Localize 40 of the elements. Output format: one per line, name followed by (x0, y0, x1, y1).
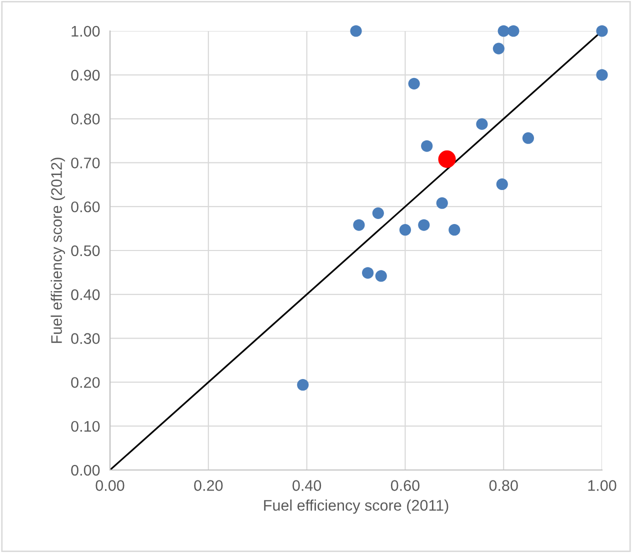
x-tick-label: 0.20 (194, 480, 223, 491)
x-tick-label: 0.00 (96, 480, 124, 491)
point (492, 42, 504, 54)
y-tick-label: 0.60 (71, 201, 100, 212)
point (375, 270, 387, 282)
point (362, 267, 374, 279)
x-tick-label: 0.80 (489, 480, 518, 491)
point (297, 379, 309, 391)
x-tick-label: 0.60 (390, 480, 420, 491)
point (418, 219, 430, 231)
point (350, 25, 362, 37)
y-tick-label: 0.30 (71, 333, 100, 344)
point (448, 224, 460, 236)
y-tick-label: 0.20 (71, 377, 100, 388)
y-axis-title: Fuel efficiency score (2012) (50, 158, 65, 343)
y-tick-label: 0.50 (71, 245, 100, 256)
point (399, 224, 412, 236)
y-tick-label: 1.00 (72, 26, 100, 37)
point (353, 219, 365, 231)
y-tick-label: 0.10 (71, 420, 100, 432)
point (476, 118, 488, 130)
point (596, 25, 608, 37)
y-tick-label: 0.80 (71, 114, 100, 124)
point (596, 69, 608, 81)
point (508, 25, 520, 37)
point (421, 140, 433, 152)
point (438, 150, 456, 168)
y-tick-label: 0.00 (71, 464, 100, 476)
point (496, 178, 508, 190)
y-tick-label: 0.90 (71, 70, 100, 81)
point (498, 25, 510, 37)
y-tick-label: 0.40 (71, 289, 100, 300)
x-axis-title: Fuel efficiency score (2011) (264, 500, 448, 514)
point (522, 132, 534, 144)
point (408, 78, 420, 90)
x-tick-label: 1.00 (588, 480, 616, 491)
y-tick-label: 0.70 (71, 158, 100, 168)
x-tick-label: 0.40 (292, 480, 322, 491)
point (372, 207, 384, 219)
point (436, 197, 448, 209)
